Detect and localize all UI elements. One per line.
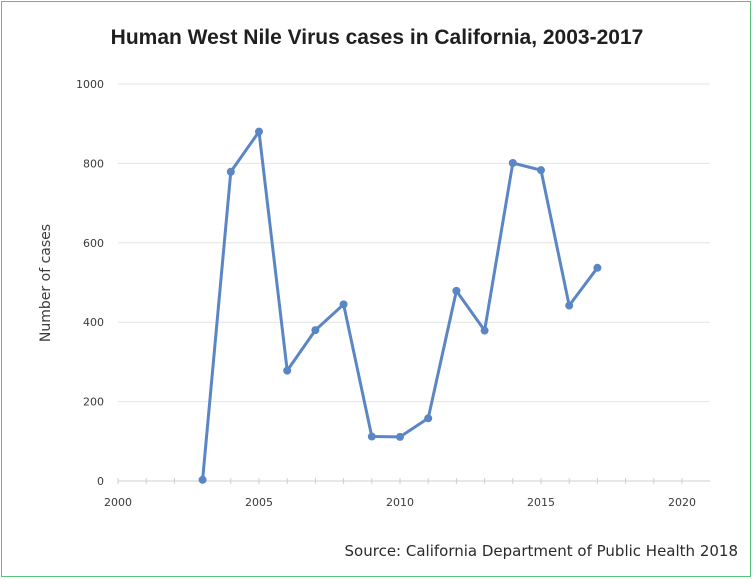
gridlines <box>118 83 710 403</box>
data-point-2015 <box>537 166 545 175</box>
y-tick-label-800: 800 <box>83 157 104 170</box>
y-tick-labels: 0 200 400 600 800 1000 <box>76 78 104 488</box>
data-point-2009 <box>367 432 376 441</box>
x-tick-label-2015: 2015 <box>527 496 555 509</box>
x-tick-label-2000: 2000 <box>104 496 132 509</box>
data-point-2016 <box>565 301 574 310</box>
data-point-2006 <box>283 366 292 375</box>
data-point-2005 <box>255 127 263 136</box>
data-point-2012 <box>452 286 461 295</box>
data-point-2017 <box>593 263 602 272</box>
y-axis-label: Number of cases <box>38 224 54 342</box>
y-tick-label-200: 200 <box>83 396 104 409</box>
y-tick-label-1000: 1000 <box>76 78 104 91</box>
data-point-2011 <box>424 414 433 423</box>
series-line-0 <box>201 130 599 482</box>
data-point-2004 <box>226 167 235 176</box>
data-point-2008 <box>339 300 348 309</box>
axes <box>117 478 710 484</box>
source-note: Source: California Department of Public … <box>344 542 738 560</box>
y-tick-label-0: 0 <box>97 475 104 488</box>
x-tick-label-2005: 2005 <box>245 496 273 509</box>
chart-title: Human West Nile Virus cases in Californi… <box>110 26 644 49</box>
data-point-2013 <box>480 326 489 335</box>
data-point-2003 <box>198 475 207 484</box>
data-point-2014 <box>508 159 517 168</box>
y-tick-label-600: 600 <box>83 237 104 250</box>
x-tick-labels: 2000 2005 2010 2015 2020 <box>104 496 696 509</box>
series-group <box>198 127 602 484</box>
x-tick-label-2010: 2010 <box>386 496 414 509</box>
y-tick-label-400: 400 <box>83 316 104 329</box>
x-tick-label-2020: 2020 <box>668 496 696 509</box>
data-point-2010 <box>396 432 404 441</box>
data-point-2007 <box>311 326 320 335</box>
